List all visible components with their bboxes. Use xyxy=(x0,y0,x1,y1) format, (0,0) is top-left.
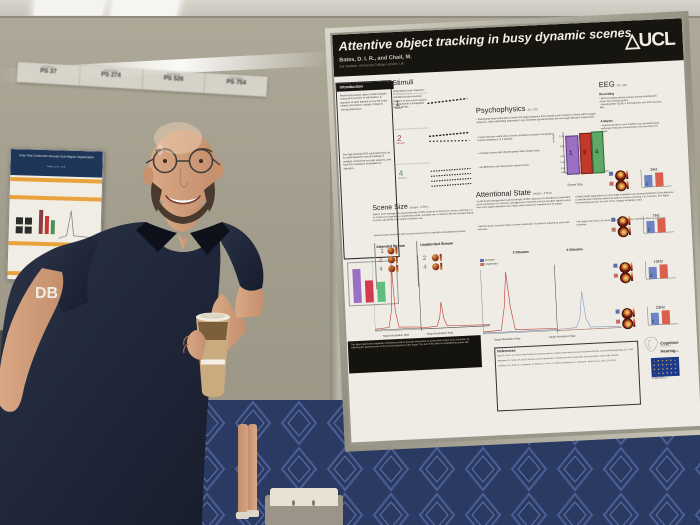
svg-text:0.20: 0.20 xyxy=(561,168,566,170)
svg-text:0.80: 0.80 xyxy=(560,146,565,148)
svg-text:DB: DB xyxy=(35,285,58,302)
svg-text:0.40: 0.40 xyxy=(560,162,565,164)
svg-text:1.00: 1.00 xyxy=(559,136,564,138)
svg-text:0.00: 0.00 xyxy=(561,172,566,174)
svg-text:0.60: 0.60 xyxy=(560,156,565,158)
